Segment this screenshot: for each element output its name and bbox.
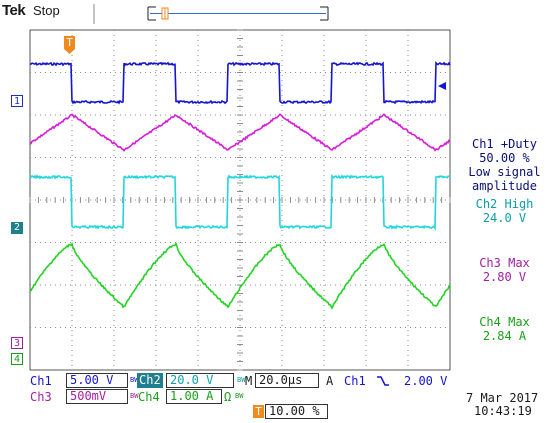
bw-limit-icon-ch2: BW (237, 376, 246, 384)
ch1-trace (29, 61, 451, 105)
bw-limit-icon-ch3: BW (130, 392, 139, 400)
measurement-ch1-duty: Ch1 +Duty 50.00 % Low signal amplitude (468, 137, 541, 193)
graticule (29, 29, 451, 371)
ch2-scale[interactable]: 20.0 V (166, 373, 234, 388)
time: 10:43:19 (474, 404, 532, 418)
ch1-label: Ch1 (30, 374, 52, 388)
measurement-ch2-high: Ch2 High 24.0 V (475, 197, 534, 225)
ch3-label: Ch3 (30, 390, 52, 404)
record-position-bar[interactable] (0, 0, 557, 30)
acquisition-status: Stop (33, 3, 60, 18)
date: 7 Mar 2017 (466, 391, 539, 405)
falling-edge-icon (377, 376, 389, 386)
trigger-position-icon[interactable]: T (64, 36, 75, 49)
bw-limit-icon: BW (130, 376, 139, 384)
ch3-trace (29, 113, 451, 152)
bw-limit-icon-ch4: BW (235, 392, 244, 400)
ch4-scale[interactable]: 1.00 A (166, 389, 222, 404)
ch4-marker[interactable]: 4 (11, 353, 23, 365)
waveforms (29, 61, 451, 310)
ch4-trace (29, 242, 451, 310)
ch3-marker[interactable]: 3 (11, 337, 23, 349)
ch3-scale[interactable]: 500mV (66, 389, 128, 404)
measurement-ch3-max: Ch3 Max 2.80 V (479, 256, 530, 284)
brand-logo: Tek (2, 2, 26, 19)
trigger-level-arrow-icon[interactable] (438, 82, 448, 90)
trigger-level: 2.00 V (404, 374, 448, 388)
ch1-marker[interactable]: 1 (11, 95, 23, 107)
trigger-position-readout-icon: T (253, 405, 264, 418)
ch2-marker[interactable]: 2 (11, 222, 23, 234)
ohm-icon: Ω (224, 390, 232, 404)
trigger-position-value[interactable]: 10.00 % (265, 404, 328, 419)
ch4-label: Ch4 (138, 390, 160, 404)
ch2-label: Ch2 (137, 373, 163, 388)
measurement-ch4-max: Ch4 Max 2.84 A (479, 315, 530, 343)
timebase-prefix: M (245, 374, 253, 388)
timebase-scale[interactable]: 20.0µs (255, 373, 319, 388)
trigger-mode: A (326, 374, 334, 388)
trigger-channel: Ch1 (344, 374, 366, 388)
ch1-scale[interactable]: 5.00 V (66, 373, 128, 388)
ch2-trace (29, 174, 451, 232)
